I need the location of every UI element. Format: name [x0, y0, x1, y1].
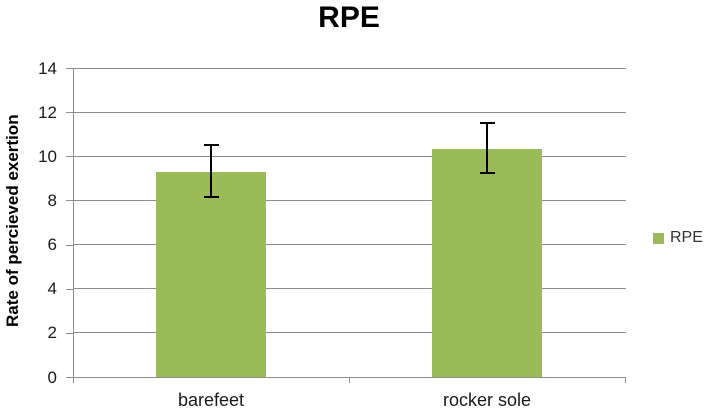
y-tick-mark — [66, 200, 73, 202]
legend: RPE — [653, 230, 703, 246]
y-tick-label: 4 — [47, 279, 57, 299]
y-tick-mark — [66, 112, 73, 114]
y-tick-mark — [66, 377, 73, 378]
x-tick-mark — [349, 378, 350, 383]
x-axis-label-barefeet: barefeet — [177, 390, 245, 410]
x-tick-mark — [625, 378, 626, 383]
error-bar-stem — [486, 122, 488, 174]
y-tick-label: 0 — [47, 367, 57, 387]
y-tick-mark — [66, 332, 73, 334]
gridline — [74, 111, 626, 113]
y-tick-mark — [66, 244, 73, 246]
gridline — [74, 288, 626, 290]
legend-label: RPE — [670, 229, 703, 246]
legend-swatch-icon — [653, 232, 664, 244]
bar-rocker-sole — [432, 148, 542, 377]
gridline — [74, 244, 626, 246]
x-axis-label-rocker-sole: rocker sole — [442, 390, 532, 410]
bar-barefeet — [156, 171, 266, 377]
x-tick-mark — [73, 378, 74, 383]
gridline — [74, 67, 626, 69]
y-tick-label: 6 — [47, 235, 57, 255]
error-bar-rocker-sole — [479, 122, 495, 174]
gridline — [74, 155, 626, 157]
plot-area — [73, 67, 626, 378]
gridline — [74, 199, 626, 201]
y-tick-mark — [66, 288, 73, 290]
chart-title: RPE — [318, 1, 380, 34]
y-tick-mark — [66, 68, 73, 69]
y-tick-label: 2 — [47, 323, 57, 343]
error-bar-stem — [210, 144, 212, 199]
y-tick-label: 10 — [38, 146, 57, 166]
y-tick-label: 12 — [38, 102, 57, 122]
error-bar-barefeet — [203, 144, 219, 199]
y-tick-label: 14 — [38, 58, 57, 78]
gridline — [74, 332, 626, 334]
y-tick-label: 8 — [47, 190, 57, 210]
y-tick-mark — [66, 156, 73, 158]
